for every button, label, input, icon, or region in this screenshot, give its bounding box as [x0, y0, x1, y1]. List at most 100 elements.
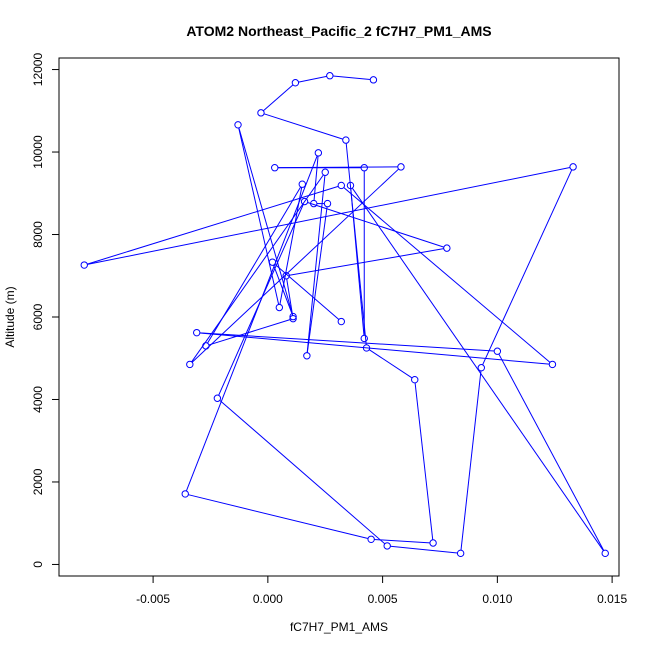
- x-tick-label: 0.000: [253, 592, 283, 606]
- data-point: [323, 199, 332, 208]
- series-line-segment: [218, 204, 304, 396]
- series-line-segment: [306, 175, 326, 353]
- data-point: [80, 261, 88, 269]
- data-point: [275, 303, 284, 312]
- data-point: [601, 549, 609, 558]
- series-line-segment: [306, 206, 328, 353]
- series-line-segment: [185, 155, 318, 492]
- series-line-segment: [87, 167, 571, 265]
- series-line-segment: [191, 168, 399, 363]
- data-point: [298, 180, 306, 188]
- data-point: [186, 360, 194, 369]
- x-tick-label: -0.005: [136, 592, 170, 606]
- series-line-segment: [219, 399, 386, 545]
- series-line-segment: [313, 155, 319, 201]
- data-point: [346, 181, 355, 190]
- series-line-segment: [289, 248, 444, 276]
- y-tick-label: 2000: [31, 468, 45, 495]
- data-series: [80, 72, 609, 558]
- series-line-segment: [460, 370, 482, 551]
- plot-area-frame: [58, 57, 620, 577]
- y-tick-label: 12000: [31, 53, 45, 87]
- data-point: [202, 342, 210, 350]
- x-tick-label: 0.010: [482, 592, 512, 606]
- data-point: [411, 375, 419, 384]
- series-line-segment: [208, 319, 291, 346]
- data-point: [456, 549, 465, 558]
- data-point: [289, 312, 297, 321]
- series-line-segment: [263, 84, 294, 112]
- series-line-segment: [199, 332, 550, 365]
- data-point: [314, 149, 323, 157]
- x-tick-label: 0.005: [368, 592, 398, 606]
- series-line-segment: [286, 278, 294, 316]
- data-point: [337, 181, 345, 190]
- series-line-segment: [298, 75, 327, 83]
- y-tick-label: 6000: [31, 303, 45, 330]
- data-point: [282, 272, 290, 280]
- data-point: [367, 535, 375, 543]
- data-point: [477, 364, 485, 372]
- series-line-segment: [188, 494, 369, 540]
- data-point: [383, 542, 391, 550]
- y-tick-label: 0: [31, 561, 45, 568]
- chart-title: ATOM2 Northeast_Pacific_2 fC7H7_PM1_AMS: [186, 23, 491, 39]
- data-point: [362, 344, 371, 352]
- series-line-segment: [307, 202, 444, 248]
- series-line-segment: [350, 188, 365, 336]
- data-point: [429, 539, 437, 547]
- series-line-segment: [390, 545, 458, 554]
- x-tick-label: 0.015: [597, 592, 627, 606]
- data-point: [181, 490, 189, 498]
- y-tick-label: 10000: [31, 135, 45, 169]
- data-point: [493, 347, 502, 355]
- series-line-segment: [279, 187, 303, 305]
- data-point: [337, 317, 345, 326]
- series-line-segment: [238, 127, 280, 305]
- series-line-segment: [207, 186, 302, 344]
- data-point: [360, 334, 368, 343]
- data-point: [193, 328, 201, 337]
- data-point: [234, 121, 242, 129]
- series-line-segment: [351, 187, 604, 551]
- data-point: [443, 244, 451, 252]
- data-point: [291, 79, 300, 87]
- y-axis: 0 2000 4000 6000 8000 10000 12000: [31, 53, 60, 568]
- series-line-segment: [498, 353, 605, 551]
- x-axis: -0.005 0.000 0.005 0.010 0.015: [136, 575, 627, 606]
- series-line-segment: [199, 332, 495, 352]
- y-axis-label: Altitude (m): [3, 286, 17, 347]
- series-line-segment: [368, 349, 413, 379]
- data-point: [342, 136, 350, 144]
- y-tick-label: 8000: [31, 221, 45, 248]
- data-point: [300, 197, 309, 206]
- y-tick-label: 4000: [31, 386, 45, 413]
- series-line-segment: [482, 169, 573, 366]
- data-point: [271, 164, 279, 172]
- data-point: [257, 109, 265, 117]
- series-line-segment: [414, 382, 434, 540]
- series-line-segment: [374, 538, 430, 544]
- series-line-segment: [343, 187, 551, 363]
- series-line-segment: [87, 185, 339, 265]
- series-line-segment: [274, 263, 340, 320]
- data-point: [268, 258, 277, 266]
- data-point: [548, 360, 557, 369]
- series-line-segment: [191, 174, 324, 363]
- data-point: [369, 76, 378, 84]
- data-point: [397, 163, 405, 171]
- data-point: [321, 168, 329, 176]
- data-point: [569, 163, 577, 171]
- data-point: [303, 352, 311, 360]
- data-point: [213, 394, 222, 402]
- data-point: [289, 314, 297, 323]
- series-line-segment: [263, 113, 343, 140]
- data-point: [310, 199, 318, 208]
- x-axis-label: fC7H7_PM1_AMS: [290, 620, 388, 634]
- series-line-segment: [332, 75, 371, 81]
- series-line-segment: [238, 127, 293, 314]
- series-line-segment: [273, 264, 293, 314]
- data-point: [360, 164, 368, 172]
- data-point: [326, 72, 334, 80]
